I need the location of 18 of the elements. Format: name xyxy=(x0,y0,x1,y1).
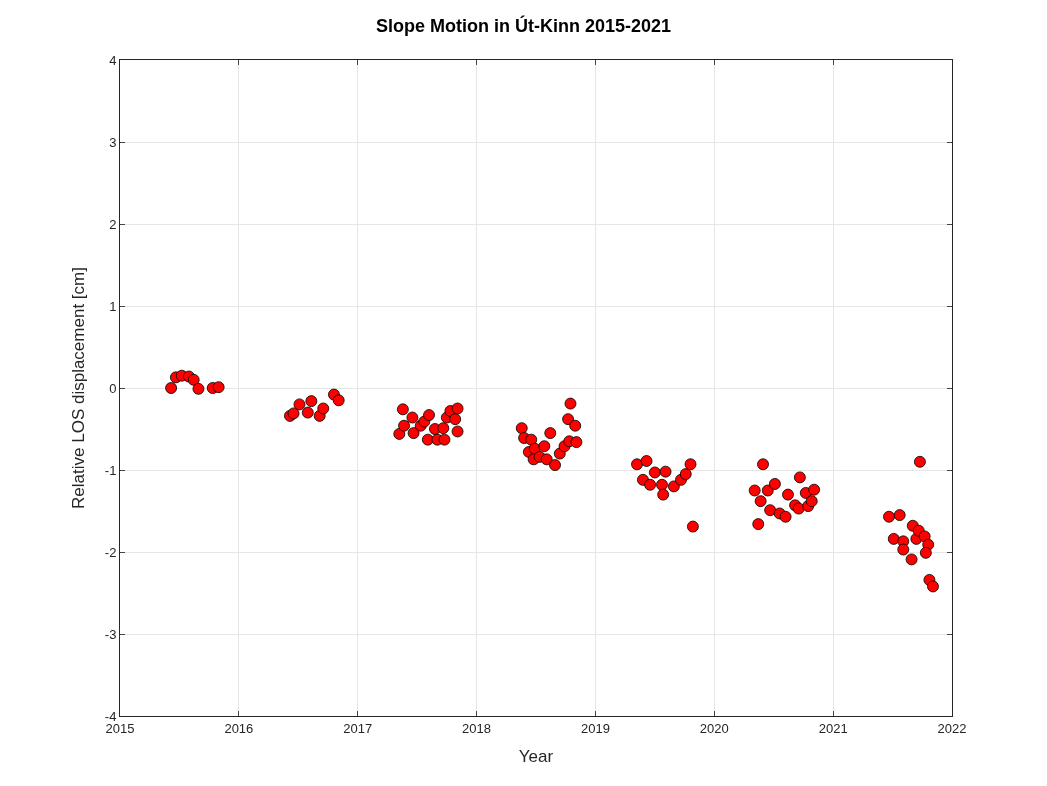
y-tick-label: 2 xyxy=(109,216,117,232)
chart-title: Slope Motion in Út-Kinn 2015-2021 xyxy=(375,15,672,37)
x-axis-title: Year xyxy=(518,747,554,766)
y-tick-label: -2 xyxy=(104,544,117,560)
y-tick-label: 0 xyxy=(109,380,117,396)
x-tick-label: 2017 xyxy=(343,720,373,736)
x-tick-label: 2016 xyxy=(224,720,254,736)
y-tick-label: 4 xyxy=(109,52,117,68)
y-tick-label: 1 xyxy=(109,298,117,314)
y-axis-title: Relative LOS displacement [cm] xyxy=(69,267,89,509)
x-tick-label: 2020 xyxy=(699,720,729,736)
x-tick-label: 2018 xyxy=(462,720,492,736)
y-tick-label: 3 xyxy=(109,134,117,150)
y-tick-label: -3 xyxy=(104,626,117,642)
y-tick-label: -1 xyxy=(104,462,117,478)
x-tick-label: 2021 xyxy=(818,720,848,736)
x-tick-label: 2022 xyxy=(937,720,967,736)
x-tick-label: 2019 xyxy=(580,720,610,736)
